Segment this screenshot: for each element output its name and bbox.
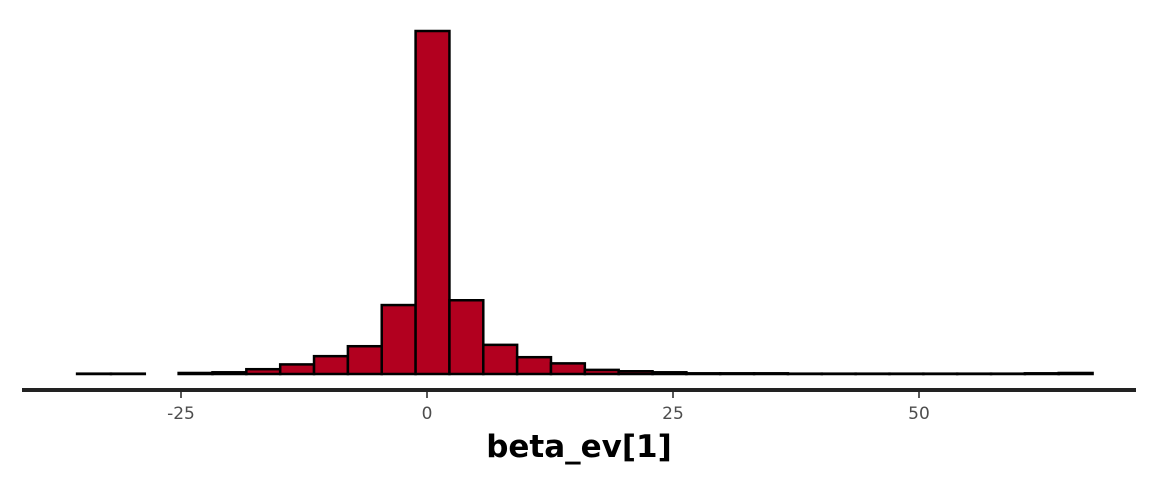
histogram-bar [752, 372, 790, 376]
histogram-bar [245, 367, 282, 376]
histogram-bar [278, 363, 316, 376]
x-axis-ticks: -25 0 25 50 [167, 392, 930, 424]
histogram-bar [211, 371, 248, 376]
histogram-bar [515, 355, 553, 376]
histogram-bar [380, 303, 417, 376]
x-tick-label: 50 [908, 404, 930, 424]
x-tick-label: -25 [167, 404, 195, 424]
x-axis-title: beta_ev[1] [486, 429, 672, 465]
histogram-bar [685, 372, 722, 376]
x-tick-label: 0 [422, 404, 433, 424]
bars-layer [75, 29, 1094, 376]
histogram-bar [651, 371, 688, 376]
histogram-bar [414, 29, 451, 376]
histogram-bar [549, 362, 587, 376]
histogram-bar [448, 299, 485, 376]
histogram-bar [583, 368, 620, 376]
histogram-bar [617, 370, 654, 376]
histogram-bar [312, 354, 350, 376]
histogram-bar [346, 344, 383, 376]
histogram-bar [482, 343, 519, 376]
histogram-bar [1023, 372, 1060, 376]
x-tick-label: 25 [662, 404, 684, 424]
histogram-bar [718, 372, 756, 376]
histogram-bar [1057, 371, 1094, 376]
histogram-bar [177, 371, 214, 376]
